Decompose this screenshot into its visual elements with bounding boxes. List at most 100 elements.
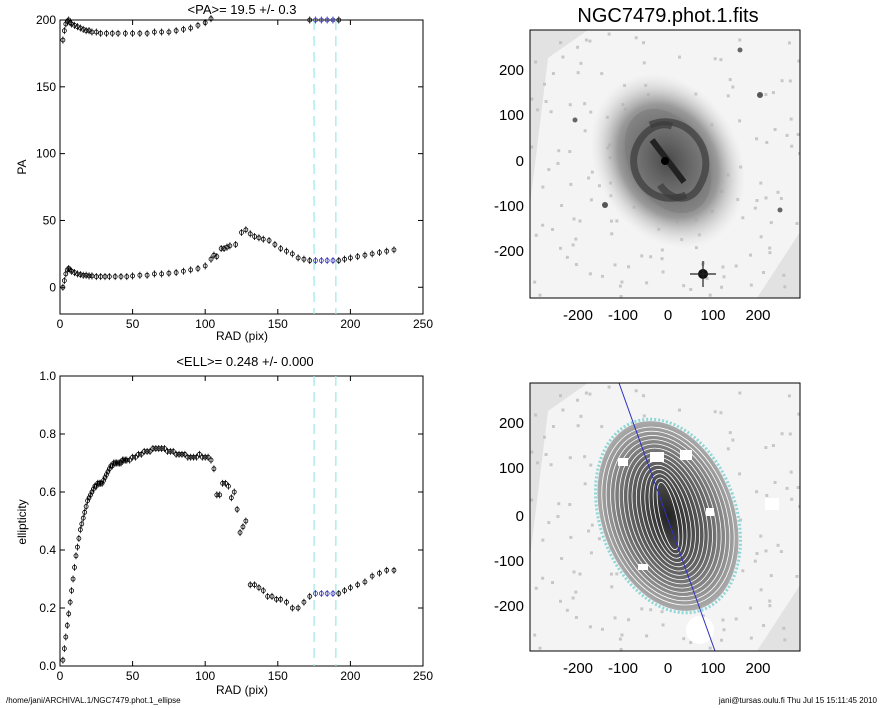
data-point xyxy=(214,254,220,259)
data-point xyxy=(237,530,243,535)
data-point xyxy=(67,599,73,605)
noise-pixel xyxy=(588,392,592,396)
x-tick-label: 50 xyxy=(126,669,140,683)
noise-pixel xyxy=(749,606,753,610)
data-point xyxy=(115,460,121,466)
data-point xyxy=(136,451,141,457)
data-point xyxy=(247,231,253,237)
data-point xyxy=(66,611,72,617)
data-point xyxy=(80,26,86,32)
isophote-image-x-ticks: -200 -100 0 100 200 xyxy=(563,660,771,677)
data-point xyxy=(60,284,66,290)
data-point xyxy=(176,451,182,457)
data-point xyxy=(173,451,179,457)
isophote-contour xyxy=(605,430,731,602)
data-point xyxy=(228,495,234,501)
noise-pixel xyxy=(610,232,614,236)
noise-pixel xyxy=(785,133,789,137)
data-point xyxy=(185,454,191,460)
x-tick-label: 0 xyxy=(57,317,64,331)
noise-pixel xyxy=(558,599,562,603)
noise-pixel xyxy=(788,79,792,83)
galaxy-y-tick: -200 xyxy=(494,243,524,260)
noise-pixel xyxy=(734,264,738,268)
data-point xyxy=(195,266,201,271)
noise-pixel xyxy=(627,618,631,622)
data-point xyxy=(147,448,153,454)
pa-plot-x-ticks: 0 50 100 150 200 250 xyxy=(57,20,433,331)
data-point xyxy=(377,570,382,576)
noise-pixel xyxy=(762,271,766,275)
data-point xyxy=(61,278,67,283)
data-point xyxy=(336,591,342,596)
data-point xyxy=(301,599,307,605)
noise-pixel xyxy=(753,559,757,563)
noise-pixel xyxy=(661,270,665,274)
pa-plot-xlabel: RAD (pix) xyxy=(216,329,268,343)
data-point xyxy=(75,271,80,277)
noise-pixel xyxy=(620,633,624,637)
noise-pixel xyxy=(551,72,555,76)
noise-pixel xyxy=(719,411,723,415)
y-tick-label: 150 xyxy=(36,80,56,94)
data-point xyxy=(108,463,114,469)
data-point xyxy=(336,17,342,23)
data-point xyxy=(173,28,179,34)
noise-pixel xyxy=(713,57,717,61)
data-point xyxy=(234,506,240,512)
noise-pixel xyxy=(534,586,538,590)
isophote-contour xyxy=(618,443,718,589)
data-point xyxy=(205,454,211,460)
noise-pixel xyxy=(551,581,555,585)
noise-pixel xyxy=(536,461,540,465)
noise-pixel xyxy=(576,71,580,75)
noise-pixel xyxy=(547,168,551,172)
noise-pixel xyxy=(749,283,753,287)
noise-pixel xyxy=(613,616,617,620)
noise-pixel xyxy=(610,585,614,589)
data-point xyxy=(181,268,186,274)
noise-pixel xyxy=(753,206,757,210)
noise-pixel xyxy=(538,293,542,297)
noise-pixel xyxy=(561,55,565,59)
noise-pixel xyxy=(755,552,759,556)
galaxy-y-tick: 100 xyxy=(499,107,524,124)
noise-pixel xyxy=(797,412,800,416)
data-point xyxy=(252,582,257,588)
data-point xyxy=(240,524,246,530)
data-point xyxy=(214,492,220,498)
noise-pixel xyxy=(588,39,592,43)
noise-pixel xyxy=(533,280,537,284)
y-tick-label: 0.8 xyxy=(39,427,56,441)
noise-pixel xyxy=(741,216,745,220)
data-point xyxy=(66,17,72,23)
noise-pixel xyxy=(759,235,763,239)
ellipticity-plot-title: <ELL>= 0.248 +/- 0.000 xyxy=(176,354,313,369)
data-point xyxy=(67,20,73,26)
data-point xyxy=(342,588,347,593)
noise-pixel xyxy=(578,572,582,576)
isophote-contour xyxy=(648,473,688,559)
data-point xyxy=(208,457,214,463)
noise-pixel xyxy=(544,452,548,456)
data-point xyxy=(77,272,83,277)
isophote-x-tick: 0 xyxy=(664,660,672,677)
noise-pixel xyxy=(762,624,766,628)
data-point xyxy=(191,454,196,460)
ellipticity-plot-x-ticks: 0 50 100 150 200 250 xyxy=(57,376,433,683)
noise-pixel xyxy=(678,55,682,59)
data-point xyxy=(72,270,77,275)
data-point xyxy=(106,274,112,279)
pa-direction-line xyxy=(618,383,716,651)
data-point xyxy=(289,605,295,611)
y-tick-label: 200 xyxy=(36,13,56,27)
data-point xyxy=(144,30,150,36)
data-point xyxy=(173,270,179,275)
data-point xyxy=(313,591,318,596)
noise-pixel xyxy=(796,485,800,489)
data-point xyxy=(162,446,167,451)
galaxy-y-tick: 200 xyxy=(499,62,524,79)
noise-pixel xyxy=(694,246,698,250)
noise-pixel xyxy=(755,490,759,494)
noise-pixel xyxy=(579,61,583,65)
